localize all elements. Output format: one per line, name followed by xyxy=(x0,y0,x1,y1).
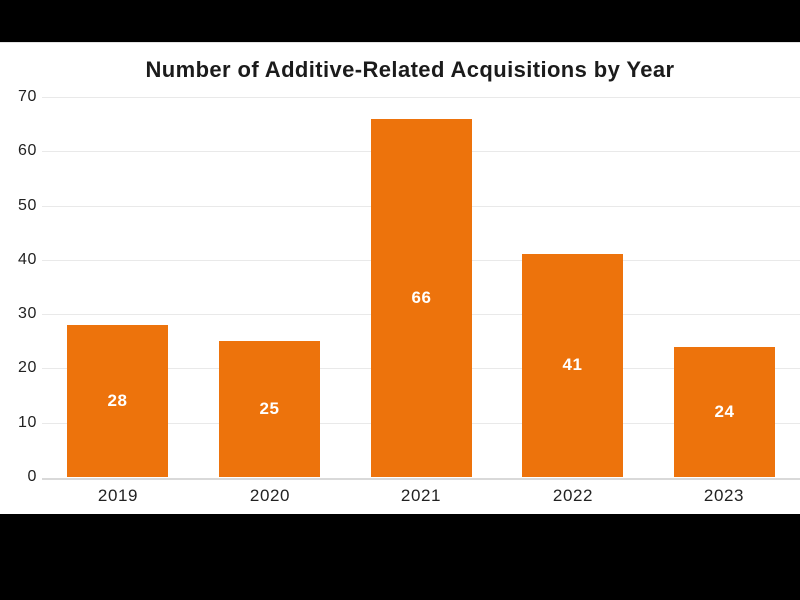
bar: 41 xyxy=(522,254,623,477)
bar: 66 xyxy=(371,119,472,477)
x-tick-label: 2020 xyxy=(249,486,291,505)
bar-value-label: 25 xyxy=(259,399,280,418)
gridline xyxy=(42,97,800,98)
y-tick-label: 70 xyxy=(18,88,37,105)
bar: 28 xyxy=(67,325,168,477)
y-tick-label: 40 xyxy=(18,251,37,268)
x-tick-label: 2023 xyxy=(703,486,745,505)
bar-value-label: 28 xyxy=(107,391,128,410)
y-tick-label: 30 xyxy=(18,305,37,322)
x-tick-label: 2021 xyxy=(400,486,442,505)
y-tick-label: 50 xyxy=(18,197,37,214)
y-tick-label: 60 xyxy=(18,142,37,159)
bar-value-label: 66 xyxy=(411,288,432,307)
top-letterbox-band xyxy=(0,0,800,43)
x-tick-label: 2019 xyxy=(97,486,139,505)
bottom-letterbox-band xyxy=(0,514,800,600)
bar-value-label: 41 xyxy=(562,355,583,374)
bar-value-label: 24 xyxy=(714,402,735,421)
bar: 24 xyxy=(674,347,775,477)
chart-title: Number of Additive-Related Acquisitions … xyxy=(145,57,675,82)
y-tick-label: 20 xyxy=(18,359,37,376)
y-tick-label: 10 xyxy=(18,414,37,431)
x-tick-label: 2022 xyxy=(552,486,594,505)
x-axis-line xyxy=(42,478,800,480)
bar: 25 xyxy=(219,341,320,477)
y-tick-label: 0 xyxy=(27,468,37,485)
